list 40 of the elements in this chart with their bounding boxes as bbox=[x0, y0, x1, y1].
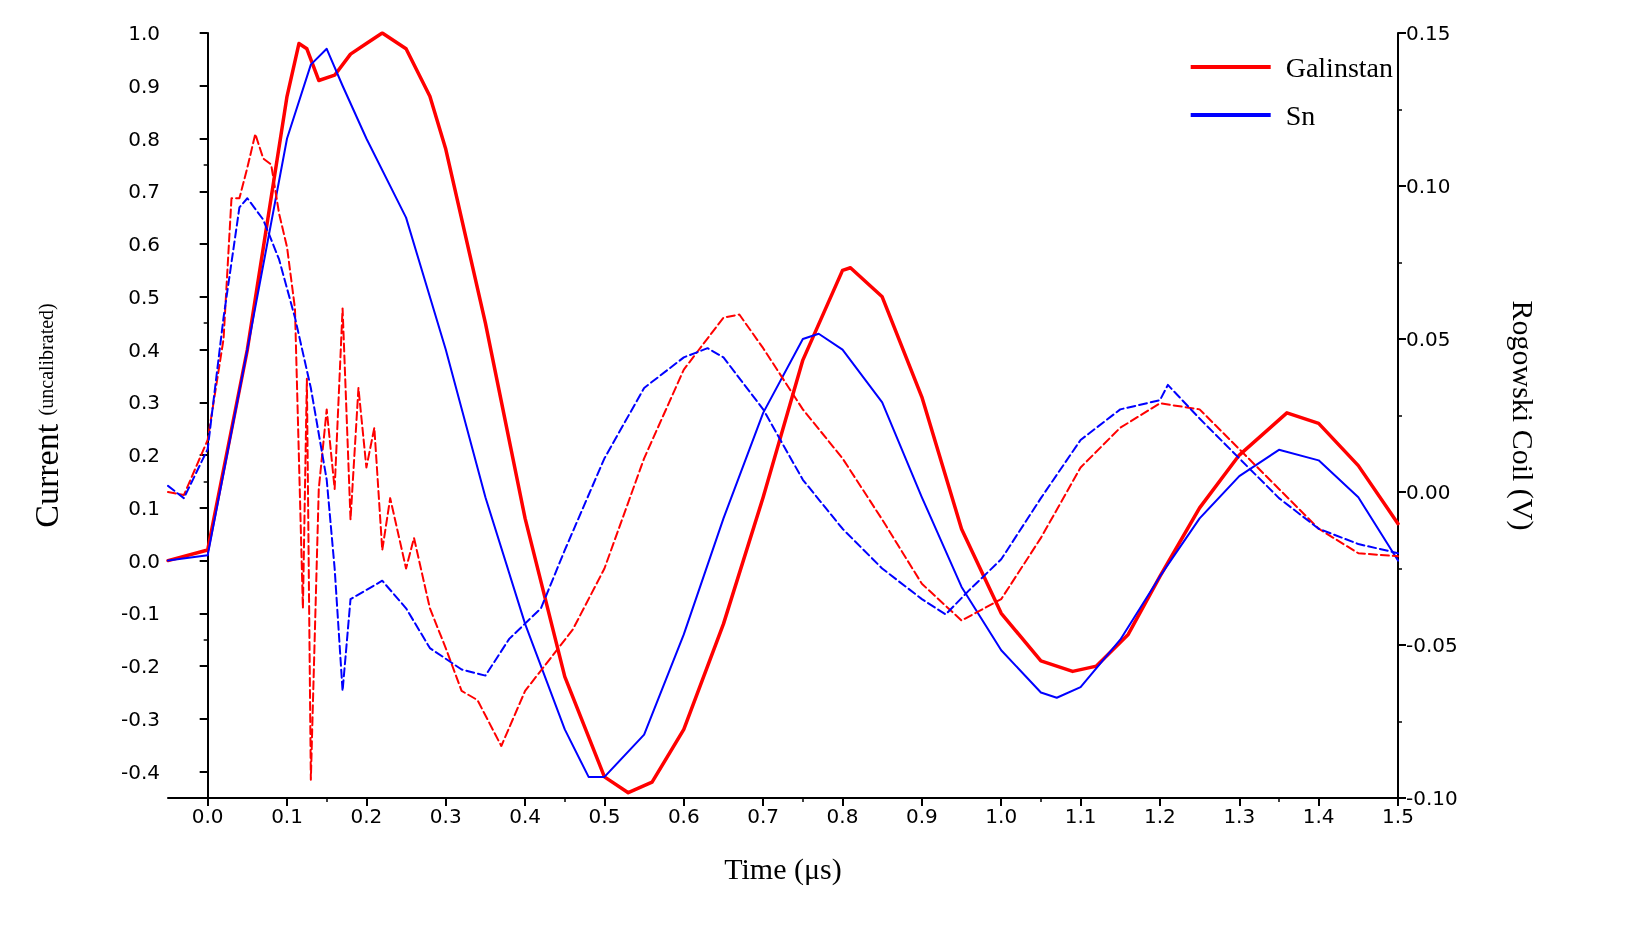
y-tick-label: 0.3 bbox=[128, 390, 160, 415]
y-tick-label: -0.2 bbox=[120, 654, 160, 679]
x-tick-label: 1.4 bbox=[1302, 804, 1335, 828]
y2-tick-label: -0.05 bbox=[1406, 633, 1458, 657]
x-axis-title: Time (μs) bbox=[724, 851, 842, 886]
x-tick-label: 0.6 bbox=[667, 804, 700, 828]
legend-label: Galinstan bbox=[1285, 51, 1393, 83]
y-tick-label: 0.7 bbox=[128, 179, 160, 204]
y-tick-label: 0.2 bbox=[128, 443, 160, 468]
y-tick-label: 0.1 bbox=[128, 495, 160, 520]
y-tick-label: 0.0 bbox=[128, 548, 160, 573]
y-tick-label: 0.5 bbox=[128, 284, 160, 309]
x-tick-label: 0.5 bbox=[588, 804, 621, 828]
x-tick-label: 1.1 bbox=[1064, 804, 1097, 828]
y-tick-label: 0.4 bbox=[128, 337, 160, 362]
x-tick-label: 0.2 bbox=[350, 804, 383, 828]
x-tick-label: 0.1 bbox=[271, 804, 303, 828]
legend-label: Sn bbox=[1285, 99, 1316, 131]
x-tick-label: 0.9 bbox=[905, 804, 938, 828]
y2-tick-label: 0.15 bbox=[1406, 21, 1451, 45]
y-tick-label: -0.3 bbox=[120, 706, 160, 731]
x-tick-label: 1.3 bbox=[1223, 804, 1256, 828]
y-tick-label: -0.4 bbox=[120, 759, 160, 784]
x-tick-label: 1.0 bbox=[985, 804, 1018, 828]
y-axis-title: Current (uncalibrated) bbox=[27, 303, 65, 528]
y2-axis-title: Rogowski Coil (V) bbox=[1505, 300, 1540, 531]
y2-tick-label: 0.00 bbox=[1406, 480, 1451, 504]
x-tick-label: 1.2 bbox=[1144, 804, 1176, 828]
y-tick-label: 0.8 bbox=[128, 126, 160, 151]
y-tick-label: 0.6 bbox=[128, 232, 160, 257]
y2-tick-label: 0.10 bbox=[1406, 174, 1451, 198]
y-tick-label: 1.0 bbox=[128, 21, 160, 45]
x-tick-label: 0.4 bbox=[509, 804, 541, 828]
y-tick-label: -0.1 bbox=[120, 601, 160, 626]
x-tick-label: 0.3 bbox=[429, 804, 462, 828]
y-tick-label: 0.9 bbox=[128, 73, 160, 98]
y2-tick-label: 0.05 bbox=[1406, 327, 1451, 351]
x-tick-label: 0.8 bbox=[826, 804, 859, 828]
x-tick-label: 0.0 bbox=[191, 804, 224, 828]
x-tick-label: 0.7 bbox=[747, 804, 780, 828]
